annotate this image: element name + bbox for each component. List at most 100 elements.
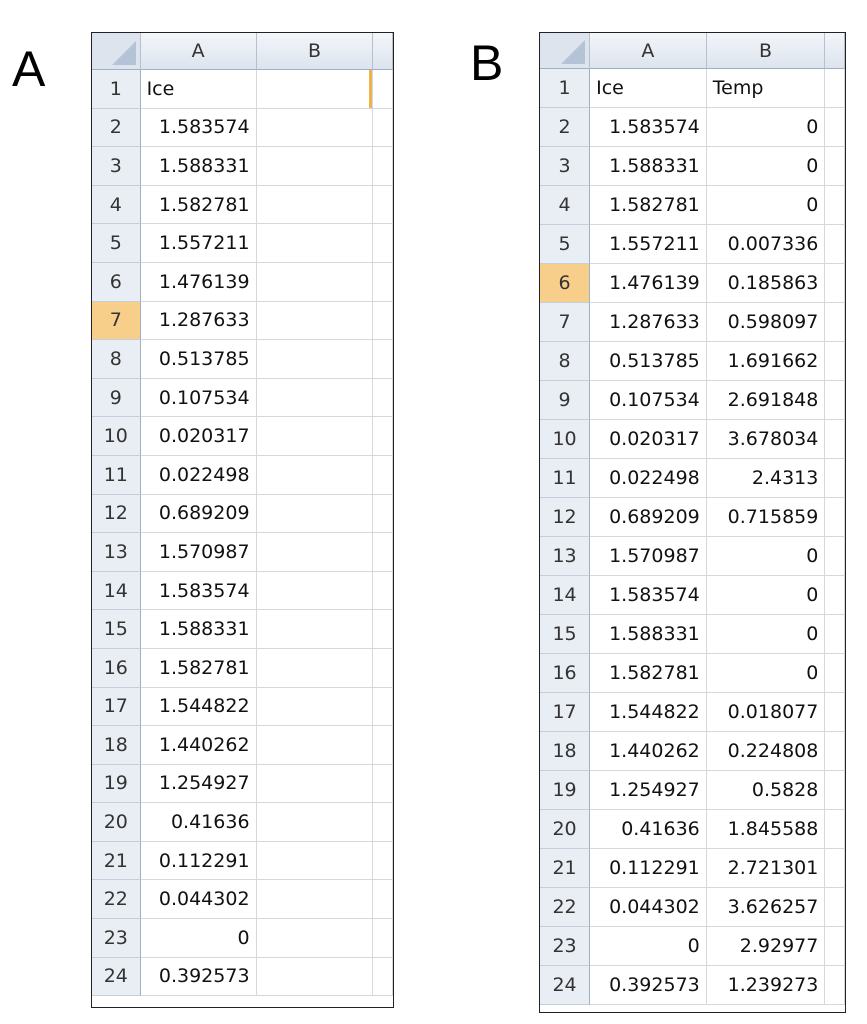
select-all-button[interactable] <box>92 33 141 70</box>
cell-c4[interactable] <box>825 186 845 225</box>
row-header[interactable]: 7 <box>540 303 591 342</box>
cell-b21[interactable]: 2.721301 <box>706 849 826 888</box>
cell-c20[interactable] <box>825 810 845 849</box>
column-header-c[interactable] <box>825 33 845 69</box>
cell-c3[interactable] <box>373 147 393 186</box>
cell-c8[interactable] <box>373 340 393 379</box>
cell-c2[interactable] <box>373 108 393 148</box>
cell-b12[interactable] <box>256 494 374 534</box>
cell-a10[interactable]: 0.020317 <box>140 417 257 456</box>
row-header[interactable]: 3 <box>92 147 141 186</box>
cell-a8[interactable]: 0.513785 <box>140 340 257 379</box>
cell-a4[interactable]: 1.582781 <box>140 185 257 225</box>
cell-c23[interactable] <box>825 927 845 966</box>
cell-c9[interactable] <box>825 381 845 420</box>
cell-b17[interactable] <box>256 687 374 727</box>
cell-b11[interactable]: 2.4313 <box>706 459 826 498</box>
cell-a15[interactable]: 1.588331 <box>590 615 707 654</box>
cell-a19[interactable]: 1.254927 <box>590 771 707 810</box>
cell-c18[interactable] <box>373 726 393 765</box>
cell-c11[interactable] <box>373 455 393 495</box>
row-header[interactable]: 4 <box>540 186 591 225</box>
cell-c22[interactable] <box>373 880 393 920</box>
cell-a3[interactable]: 1.588331 <box>140 147 257 186</box>
row-header[interactable]: 22 <box>540 888 591 927</box>
row-header[interactable]: 12 <box>540 498 591 537</box>
cell-a5[interactable]: 1.557211 <box>590 225 707 264</box>
cell-c3[interactable] <box>825 147 845 186</box>
row-header[interactable]: 9 <box>540 381 591 420</box>
cell-b1[interactable]: Temp <box>706 69 826 108</box>
cell-b15[interactable]: 0 <box>706 615 826 654</box>
cell-a11[interactable]: 0.022498 <box>140 455 257 495</box>
cell-a3[interactable]: 1.588331 <box>590 147 707 186</box>
cell-a18[interactable]: 1.440262 <box>140 726 257 765</box>
cell-c5[interactable] <box>373 224 393 263</box>
row-header[interactable]: 8 <box>92 340 141 379</box>
cell-c22[interactable] <box>825 888 845 927</box>
cell-a6[interactable]: 1.476139 <box>590 264 707 303</box>
column-header-c[interactable] <box>373 33 393 70</box>
cell-b15[interactable] <box>256 610 374 649</box>
cell-a13[interactable]: 1.570987 <box>590 537 707 576</box>
cell-a21[interactable]: 0.112291 <box>590 849 707 888</box>
cell-a12[interactable]: 0.689209 <box>140 494 257 534</box>
row-header[interactable]: 8 <box>540 342 591 381</box>
cell-c1[interactable] <box>825 69 845 108</box>
cell-c4[interactable] <box>373 185 393 225</box>
cell-a24[interactable]: 0.392573 <box>590 966 707 1005</box>
cell-c21[interactable] <box>825 849 845 888</box>
cell-c12[interactable] <box>373 494 393 534</box>
column-header-b[interactable]: B <box>256 33 374 70</box>
cell-a18[interactable]: 1.440262 <box>590 732 707 771</box>
cell-a1[interactable]: Ice <box>140 70 257 109</box>
cell-a16[interactable]: 1.582781 <box>590 654 707 693</box>
cell-c1[interactable] <box>373 70 393 109</box>
row-header[interactable]: 4 <box>92 185 141 225</box>
row-header[interactable]: 11 <box>540 459 591 498</box>
row-header[interactable]: 10 <box>540 420 591 459</box>
cell-c16[interactable] <box>373 648 393 688</box>
row-header[interactable]: 1 <box>92 70 141 109</box>
cell-c8[interactable] <box>825 342 845 381</box>
cell-a24[interactable]: 0.392573 <box>140 957 257 997</box>
row-header[interactable]: 10 <box>92 417 141 456</box>
cell-b18[interactable]: 0.224808 <box>706 732 826 771</box>
row-header[interactable]: 2 <box>540 108 591 147</box>
cell-a9[interactable]: 0.107534 <box>140 378 257 418</box>
cell-c7[interactable] <box>825 303 845 342</box>
row-header[interactable]: 6 <box>540 264 591 303</box>
cell-b8[interactable]: 1.691662 <box>706 342 826 381</box>
row-header[interactable]: 5 <box>540 225 591 264</box>
row-header[interactable]: 19 <box>92 764 141 804</box>
cell-a13[interactable]: 1.570987 <box>140 533 257 572</box>
cell-a21[interactable]: 0.112291 <box>140 841 257 881</box>
cell-b24[interactable]: 1.239273 <box>706 966 826 1005</box>
cell-b3[interactable]: 0 <box>706 147 826 186</box>
row-header[interactable]: 17 <box>540 693 591 732</box>
cell-b4[interactable] <box>256 185 374 225</box>
row-header[interactable]: 16 <box>540 654 591 693</box>
cell-a7[interactable]: 1.287633 <box>140 301 257 341</box>
row-header[interactable]: 15 <box>92 610 141 649</box>
row-header[interactable]: 3 <box>540 147 591 186</box>
cell-a22[interactable]: 0.044302 <box>140 880 257 920</box>
cell-b14[interactable] <box>256 571 374 611</box>
cell-a9[interactable]: 0.107534 <box>590 381 707 420</box>
cell-b17[interactable]: 0.018077 <box>706 693 826 732</box>
cell-b16[interactable]: 0 <box>706 654 826 693</box>
cell-b22[interactable] <box>256 880 374 920</box>
cell-a4[interactable]: 1.582781 <box>590 186 707 225</box>
cell-b7[interactable] <box>256 301 374 341</box>
cell-b5[interactable] <box>256 224 374 263</box>
cell-c9[interactable] <box>373 378 393 418</box>
cell-c24[interactable] <box>373 957 393 997</box>
cell-b1[interactable] <box>256 70 374 109</box>
cell-c17[interactable] <box>373 687 393 727</box>
cell-c21[interactable] <box>373 841 393 881</box>
row-header[interactable]: 18 <box>540 732 591 771</box>
row-header[interactable]: 14 <box>92 571 141 611</box>
cell-a12[interactable]: 0.689209 <box>590 498 707 537</box>
cell-c16[interactable] <box>825 654 845 693</box>
cell-c2[interactable] <box>825 108 845 147</box>
